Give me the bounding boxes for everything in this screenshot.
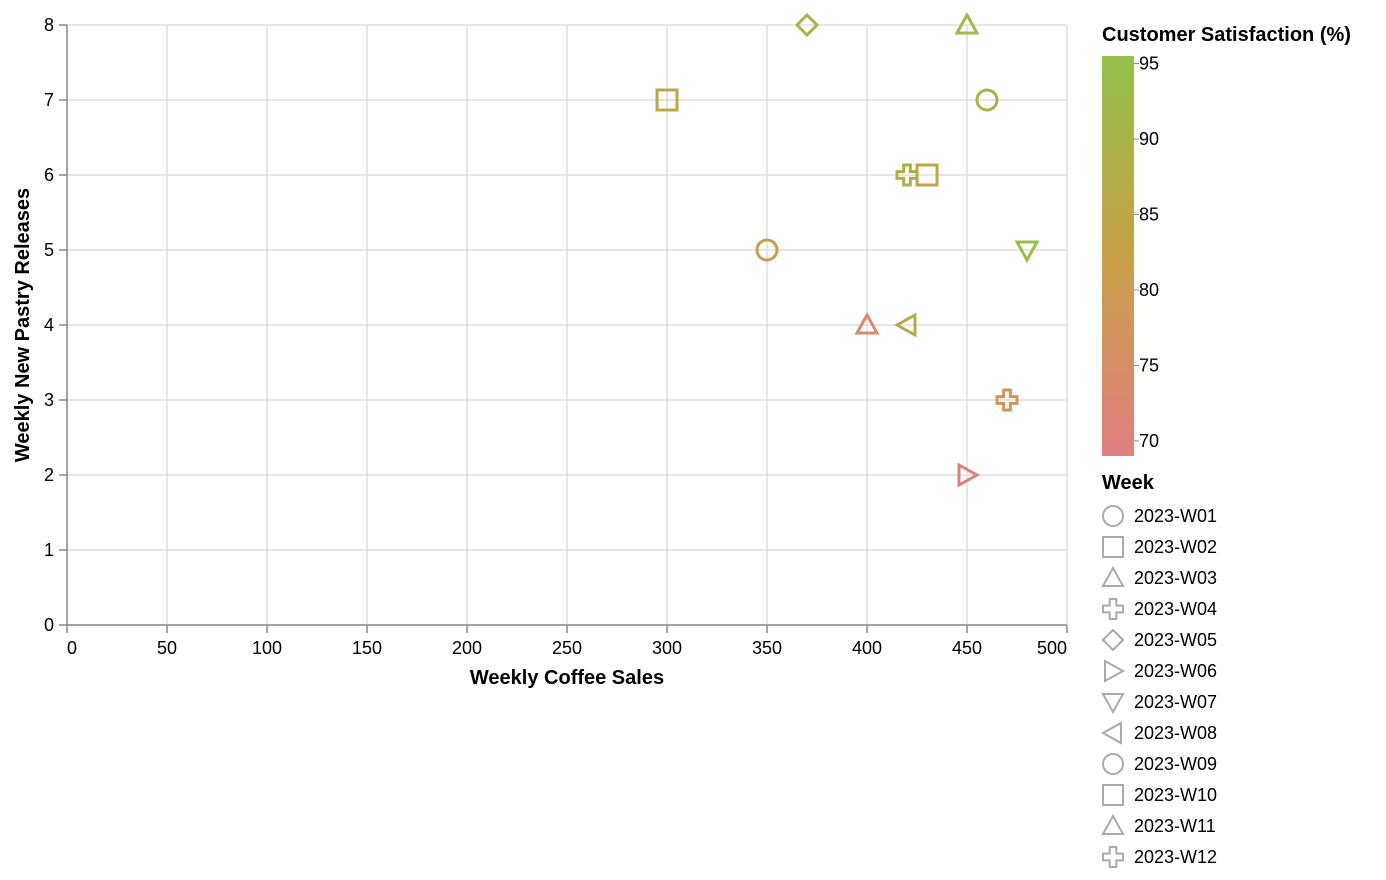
shape-legend: Week 2023-W01 2023-W02 2023-W03 2023-W04 202… [1100,472,1217,868]
y-tick-label: 3 [44,390,54,410]
point-2023-W05 [794,12,820,38]
data-points [655,11,1040,488]
x-tick-label: 450 [952,638,982,658]
x-tick-label: 50 [157,638,177,658]
point-2023-W01 [755,238,779,262]
legend-entry-label: 2023-W10 [1134,785,1217,805]
circle-icon [1101,753,1125,775]
legend-entry-2023-W02: 2023-W02 [1102,536,1217,558]
circle-icon [1101,505,1125,527]
point-2023-W03 [854,311,880,335]
legend-entry-2023-W01: 2023-W01 [1101,505,1217,527]
y-tick-label: 0 [44,615,54,635]
legend-entry-2023-W11: 2023-W11 [1101,813,1216,836]
point-2023-W07 [1014,240,1040,264]
triangle-right-icon [1104,659,1126,683]
y-axis-title: Weekly New Pastry Releases [12,188,34,462]
legend-entry-label: 2023-W08 [1134,723,1217,743]
legend-entry-label: 2023-W03 [1134,568,1217,588]
shape-legend-title: Week [1102,472,1155,494]
y-tick-label: 7 [44,90,54,110]
cross-icon [1102,846,1124,868]
point-2023-W10 [915,163,939,187]
y-tick-label: 1 [44,540,54,560]
x-tick-label: 350 [752,638,782,658]
x-tick-label: 400 [852,638,882,658]
x-tick-label: 0 [67,638,77,658]
legend-entry-label: 2023-W11 [1134,816,1216,836]
cross-icon [1102,598,1124,620]
legend-entry-2023-W04: 2023-W04 [1102,598,1217,620]
color-tick-label: 80 [1139,280,1159,300]
color-legend-gradient [1102,56,1134,456]
triangle-down-icon [1101,693,1125,715]
point-2023-W02 [655,88,679,112]
point-2023-W06 [957,462,981,488]
x-tick-label: 200 [452,638,482,658]
point-2023-W08 [893,312,917,338]
legend-entry-label: 2023-W12 [1134,847,1217,867]
legend-entry-label: 2023-W05 [1134,630,1217,650]
legend-entry-2023-W10: 2023-W10 [1102,784,1217,806]
x-tick-label: 250 [552,638,582,658]
point-2023-W04 [895,163,919,187]
color-tick-label: 95 [1139,54,1159,74]
point-2023-W11 [954,11,980,35]
diamond-icon [1101,628,1125,652]
x-tick-label: 100 [252,638,282,658]
legend-entry-2023-W12: 2023-W12 [1102,846,1217,868]
y-tick-label: 6 [44,165,54,185]
legend-entry-label: 2023-W06 [1134,661,1217,681]
legend-entry-label: 2023-W07 [1134,692,1217,712]
triangle-up-icon [1101,813,1125,835]
legend-entry-label: 2023-W04 [1134,599,1217,619]
triangle-up-icon [1101,565,1125,587]
square-icon [1102,536,1124,558]
point-2023-W12 [995,388,1019,412]
legend-entry-2023-W05: 2023-W05 [1101,628,1217,652]
legend-entry-label: 2023-W09 [1134,754,1217,774]
y-tick-label: 8 [44,15,54,35]
legend-entry-label: 2023-W01 [1134,506,1217,526]
color-tick-label: 90 [1139,129,1159,149]
legend-entry-label: 2023-W02 [1134,537,1217,557]
color-legend: Customer Satisfaction (%) 95 90 85 80 75 70 [1102,24,1351,456]
legend-entry-2023-W09: 2023-W09 [1101,753,1217,775]
x-tick-label: 150 [352,638,382,658]
legend-entry-2023-W03: 2023-W03 [1101,565,1217,588]
legend-entry-2023-W08: 2023-W08 [1100,721,1217,745]
color-tick-label: 85 [1139,204,1159,224]
axes: 0 50 100 150 200 250 300 350 400 450 500 0 1 2 3 4 5 6 7 8 [44,15,1068,658]
y-tick-label: 4 [44,315,54,335]
color-legend-title: Customer Satisfaction (%) [1102,24,1351,46]
color-tick-label: 70 [1139,431,1159,451]
x-tick-label: 300 [652,638,682,658]
x-tick-label: 500 [1037,638,1067,658]
legend-entry-2023-W06: 2023-W06 [1104,659,1217,683]
grid-lines [66,24,1068,626]
square-icon [1102,784,1124,806]
x-axis-title: Weekly Coffee Sales [470,667,664,689]
legend-entry-2023-W07: 2023-W07 [1101,692,1217,715]
triangle-left-icon [1100,721,1122,745]
y-tick-label: 5 [44,240,54,260]
color-tick-label: 75 [1139,355,1159,375]
y-tick-label: 2 [44,465,54,485]
point-2023-W09 [975,88,999,112]
